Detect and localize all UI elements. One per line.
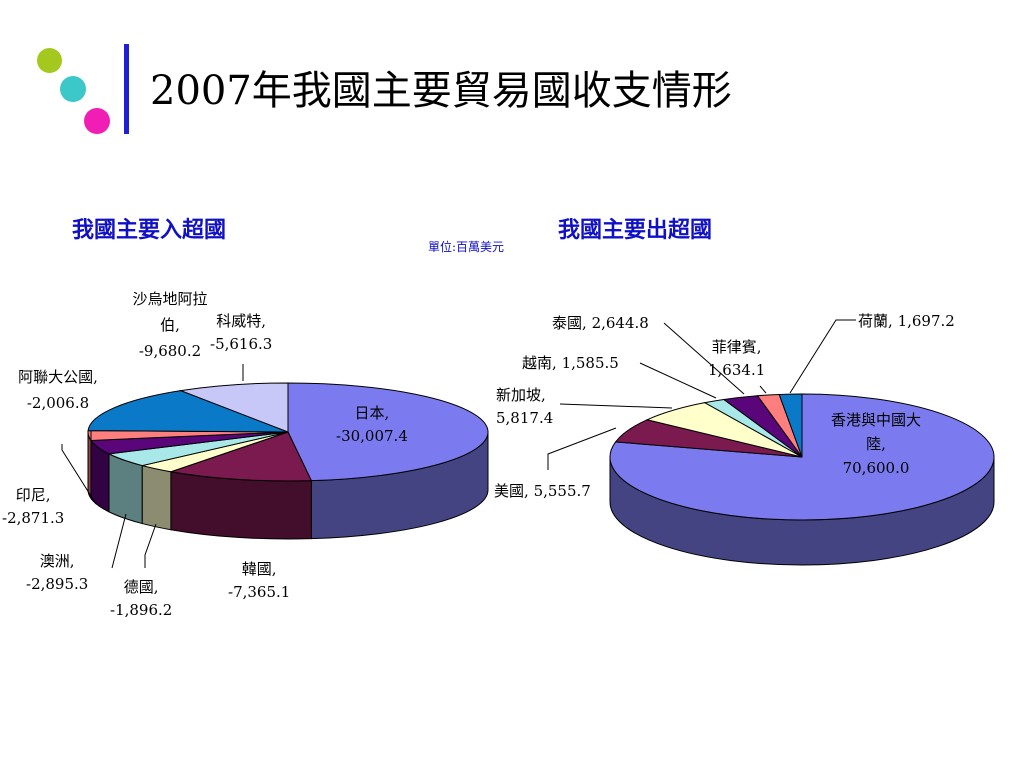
- import-slice-1: [170, 431, 313, 482]
- export-leader-singapore: [559, 403, 673, 409]
- export-leader-philippines: [759, 385, 767, 394]
- export-leader-usa: [547, 427, 617, 470]
- slice-label-kuwait: 科威特, -5,616.3: [210, 312, 273, 353]
- chart-title-export: 我國主要出超國: [558, 218, 713, 243]
- slice-label-thailand: 泰國, 2,644.8: [552, 314, 649, 332]
- slice-label-netherlands: 荷蘭, 1,697.2: [858, 312, 955, 330]
- cyan-dot: [60, 76, 86, 102]
- slice-label-usa: 美國, 5,555.7: [494, 482, 591, 500]
- chart-title-import: 我國主要入超國: [72, 218, 227, 243]
- title-accent-bar: [124, 44, 129, 134]
- export-leader-netherlands: [789, 319, 856, 394]
- export-slice-6: [778, 393, 803, 458]
- import-leader-germany: [144, 523, 157, 568]
- export-leader-thailand: [663, 322, 745, 395]
- slice-label-vietnam: 越南, 1,585.5: [522, 354, 619, 372]
- green-dot: [37, 48, 62, 73]
- slice-label-singapore: 新加坡, 5,817.4: [496, 386, 554, 427]
- slice-label-australia: 澳洲, -2,895.3: [26, 552, 89, 593]
- magenta-dot: [84, 108, 110, 134]
- page-title: 2007年我國主要貿易國收支情形: [150, 68, 732, 114]
- slice-label-korea: 韓國, -7,365.1: [228, 560, 291, 601]
- import-slice-side-1: [170, 471, 312, 540]
- import-leader-indonesia: [61, 444, 97, 505]
- import-slice-side-2: [141, 464, 172, 531]
- import-slice-7: [178, 382, 289, 433]
- slice-label-indonesia: 印尼, -2,871.3: [2, 486, 65, 527]
- slice-label-philippines: 菲律賓, 1,634.1: [708, 338, 766, 379]
- export-slice-0: [609, 393, 995, 521]
- slice-label-hongkong-china: 香港與中國大陸, 70,600.0: [830, 411, 921, 477]
- slice-label-germany: 德國, -1,896.2: [110, 578, 173, 619]
- unit-note: 單位:百萬美元: [428, 240, 505, 254]
- import-slice-6: [87, 390, 289, 433]
- slice-label-uae: 阿聯大公國, -2,006.8: [18, 368, 98, 412]
- export-leader-vietnam: [639, 362, 717, 399]
- import-slice-0: [287, 382, 489, 482]
- import-leader-australia: [111, 513, 127, 569]
- slice-label-japan: 日本, -30,007.4: [336, 404, 408, 445]
- slice-label-saudi-arabia: 沙烏地阿拉伯, -9,680.2: [132, 290, 208, 360]
